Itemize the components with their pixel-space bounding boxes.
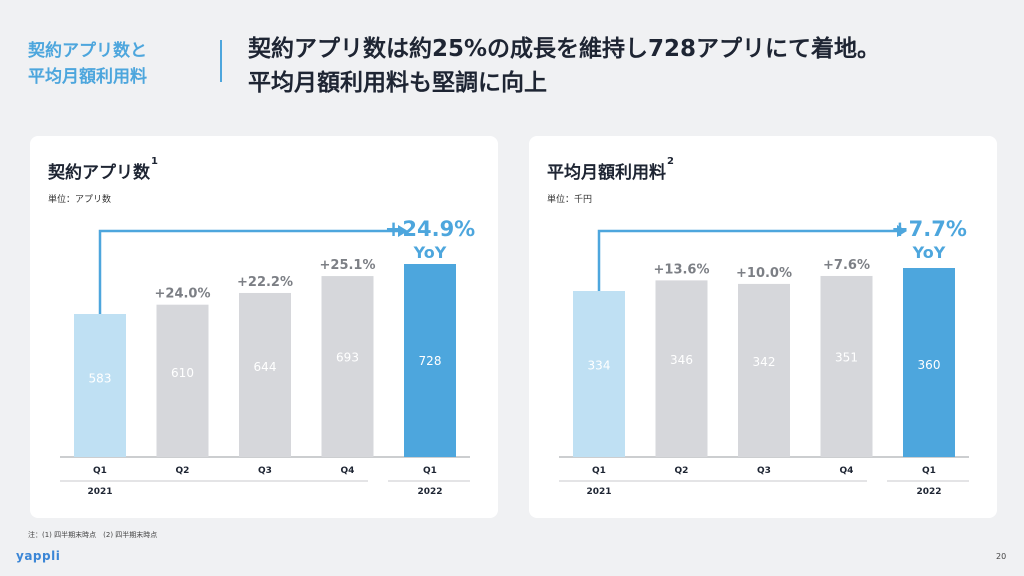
chart-panel-avg-fee: 平均月額利用料2 単位：千円 334 Q1 2021 346 +13.6% Q2 342 +1… [529, 136, 997, 518]
section-label: 契約アプリ数と 平均月額利用料 [28, 38, 147, 90]
page-number: 20 [996, 552, 1006, 561]
bar [738, 284, 790, 457]
year-label: 2021 [87, 487, 112, 497]
category-label: Q3 [258, 466, 272, 476]
growth-label: +13.6% [654, 262, 710, 277]
bar [656, 280, 708, 457]
year-label: 2021 [586, 487, 611, 497]
bar [74, 314, 126, 457]
app-count-chart: 583 Q1 2021 610 +24.0% Q2 644 +22.2% Q3 693 +25.1%… [30, 136, 498, 518]
bar [821, 276, 873, 457]
category-label: Q4 [840, 466, 854, 476]
data-label: 610 [171, 366, 194, 380]
bar [322, 276, 374, 457]
growth-label: +24.0% [155, 287, 211, 302]
data-label: 693 [336, 350, 359, 364]
data-label: 346 [670, 353, 693, 367]
category-label: Q2 [176, 466, 190, 476]
category-label: Q3 [757, 466, 771, 476]
page-title: 契約アプリ数は約25%の成長を維持し728アプリにて着地。 平均月額利用料も堅調… [248, 32, 880, 100]
data-label: 644 [254, 360, 277, 374]
yoy-label: YoY [413, 243, 447, 262]
category-label: Q4 [341, 466, 355, 476]
category-label: Q1 [423, 466, 437, 476]
bar [239, 293, 291, 457]
data-label: 360 [918, 358, 941, 372]
chart-panel-app-count: 契約アプリ数1 単位：アプリ数 583 Q1 2021 610 +24.0% Q2 644 +… [30, 136, 498, 518]
page-title-line1: 契約アプリ数は約25%の成長を維持し728アプリにて着地。 [248, 32, 880, 66]
growth-label: +25.1% [320, 258, 376, 273]
yoy-value: +7.7% [891, 217, 967, 241]
growth-label: +7.6% [823, 258, 870, 273]
data-label: 351 [835, 350, 858, 364]
yoy-label: YoY [912, 243, 946, 262]
growth-label: +10.0% [736, 266, 792, 281]
growth-label: +22.2% [237, 275, 293, 290]
section-label-line2: 平均月額利用料 [28, 64, 147, 90]
data-label: 334 [588, 359, 611, 373]
page-title-line2: 平均月額利用料も堅調に向上 [248, 66, 880, 100]
avg-fee-chart: 334 Q1 2021 346 +13.6% Q2 342 +10.0% Q3 351 +7.6% Q… [529, 136, 997, 518]
category-label: Q1 [922, 466, 936, 476]
data-label: 583 [89, 371, 112, 385]
footnote: 注：(1) 四半期末時点 (2) 四半期末時点 [28, 530, 157, 540]
yoy-value: +24.9% [385, 217, 475, 241]
year-label: 2022 [916, 487, 941, 497]
brand-logo: yappli [16, 549, 60, 563]
category-label: Q1 [93, 466, 107, 476]
data-label: 342 [753, 355, 776, 369]
year-label: 2022 [417, 487, 442, 497]
category-label: Q1 [592, 466, 606, 476]
category-label: Q2 [675, 466, 689, 476]
bar [573, 291, 625, 457]
header-divider [220, 40, 222, 82]
bar [157, 305, 209, 457]
section-label-line1: 契約アプリ数と [28, 38, 147, 64]
data-label: 728 [419, 354, 442, 368]
